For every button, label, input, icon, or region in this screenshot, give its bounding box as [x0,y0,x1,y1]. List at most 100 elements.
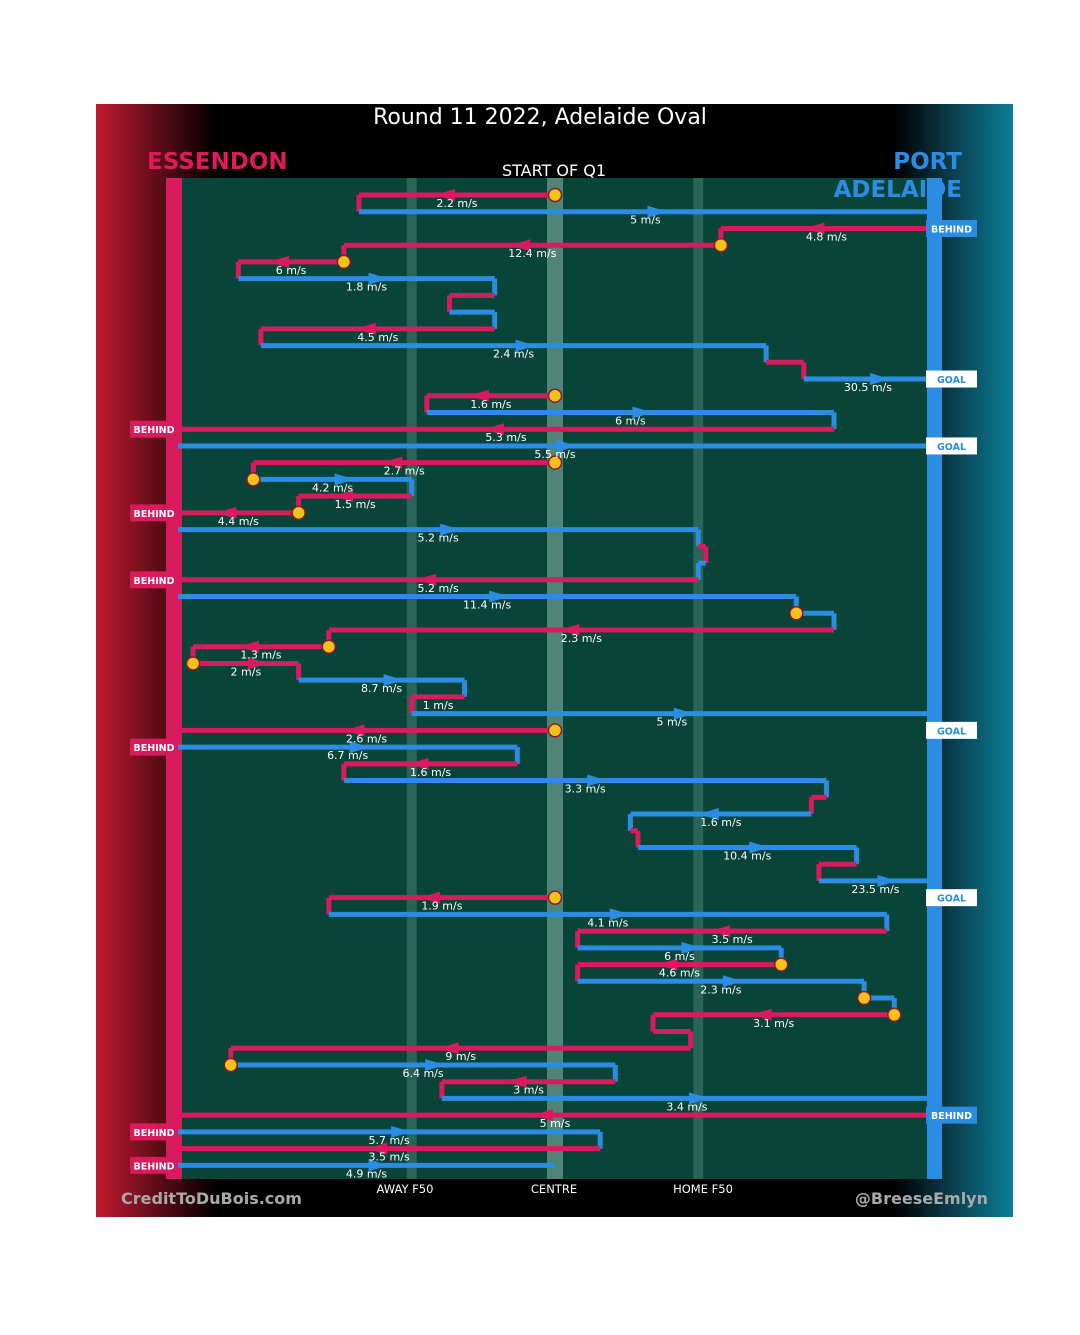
speed-label: 5.3 m/s [485,431,526,444]
direction-arrow [440,523,461,536]
outcome-label: BEHIND [133,509,174,520]
speed-label: 1.6 m/s [700,816,741,829]
direction-arrow [247,657,268,670]
outcome-badge [130,738,178,756]
speed-label: 3 m/s [513,1084,544,1097]
speed-label: 4.8 m/s [806,230,847,243]
speed-label: 4.2 m/s [312,481,353,494]
speed-label: 5 m/s [540,1117,571,1130]
speed-label: 6 m/s [615,414,646,427]
speed-label: 2.3 m/s [700,983,741,996]
speed-label: 1.3 m/s [240,649,281,662]
contest-marker [547,187,563,203]
outcome-label: GOAL [937,375,966,386]
speed-label: 5 m/s [657,716,688,729]
essendon-goal-line [166,178,182,1179]
direction-arrow [609,908,630,921]
outcome-badge [130,1123,178,1141]
legend-essendon: ESSENDON [147,149,288,175]
direction-arrow [533,1109,553,1122]
direction-arrow [710,925,731,938]
speed-label: 1.6 m/s [470,398,511,411]
contest-marker [291,505,306,521]
direction-arrow [383,674,404,687]
speed-label: 3.1 m/s [753,1017,794,1030]
contest-marker [887,1007,902,1023]
speed-label: 1.8 m/s [346,281,387,294]
direction-arrow [382,456,403,469]
contest-marker [547,388,563,404]
outcome-label: BEHIND [133,1161,174,1172]
direction-arrow [468,389,489,402]
direction-arrow [216,506,237,519]
direction-arrow [749,841,770,854]
speed-label: 4.6 m/s [659,967,700,980]
direction-arrow [804,222,825,235]
contest-marker [547,890,563,905]
outcome-label: BEHIND [133,1128,174,1139]
speed-label: 2.7 m/s [384,465,425,478]
speed-label: 6.4 m/s [402,1067,443,1080]
speed-label: 2 m/s [231,665,262,678]
chart-title: Round 11 2022, Adelaide Oval [373,105,707,130]
direction-arrow [344,724,365,737]
direction-arrow [349,741,370,754]
outcome-badge [926,721,977,739]
outcome-badge [926,889,977,907]
outcome-badge [926,1106,977,1124]
direction-arrow [515,339,536,352]
direction-arrow [368,1159,389,1172]
direction-arrow [367,1142,388,1155]
direction-arrow [751,1008,772,1021]
direction-arrow [506,1075,527,1088]
direction-arrow [408,757,429,770]
speed-label: 1 m/s [423,699,454,712]
direction-arrow [425,1058,446,1071]
speed-label: 1.5 m/s [335,498,376,511]
speed-label: 4.5 m/s [357,331,398,344]
speed-label: 6.7 m/s [327,749,368,762]
outcome-badge [926,219,977,237]
chains-layer [175,187,935,1172]
x-tick-label: CENTRE [530,1182,578,1196]
speed-label: 5 m/s [630,214,661,227]
direction-arrow [688,1092,709,1105]
outcome-badge [130,504,178,522]
speed-label: 2.4 m/s [493,348,534,361]
speed-label: 4.4 m/s [218,515,259,528]
direction-arrow [722,975,743,988]
outcome-badge [926,370,977,388]
contest-marker [856,990,872,1006]
speed-label: 5.2 m/s [418,532,459,545]
contest-marker [321,639,337,654]
contest-marker [547,455,563,470]
speed-label: 2.2 m/s [436,197,477,210]
quarter-label: START OF Q1 [501,161,607,180]
outcome-label: BEHIND [931,224,972,235]
speed-label: 2.6 m/s [346,732,387,745]
direction-arrow [416,573,437,586]
outcome-label: BEHIND [133,425,174,436]
outcome-label: GOAL [937,726,966,737]
speed-label: 5.7 m/s [369,1134,410,1147]
contest-marker [185,656,201,671]
outcome-label: GOAL [937,442,966,453]
direction-arrow [434,189,455,201]
x-tick-label: HOME F50 [673,1182,733,1196]
speed-label: 10.4 m/s [723,849,771,862]
speed-label: 1.9 m/s [421,900,462,913]
direction-arrow [333,490,354,503]
outcome-label: GOAL [937,894,966,905]
credit-left: CreditToDuBois.com [121,1189,302,1208]
direction-arrow [632,406,653,419]
direction-arrow [355,322,376,335]
speed-label: 3.5 m/s [712,933,753,946]
speed-label: 8.7 m/s [361,682,402,695]
direction-arrow [238,640,259,653]
speed-label: 5.2 m/s [418,582,459,595]
speed-label: 6 m/s [276,264,307,277]
direction-arrow [557,439,577,452]
speed-label: 23.5 m/s [851,883,899,896]
outcome-badge [130,1156,178,1174]
